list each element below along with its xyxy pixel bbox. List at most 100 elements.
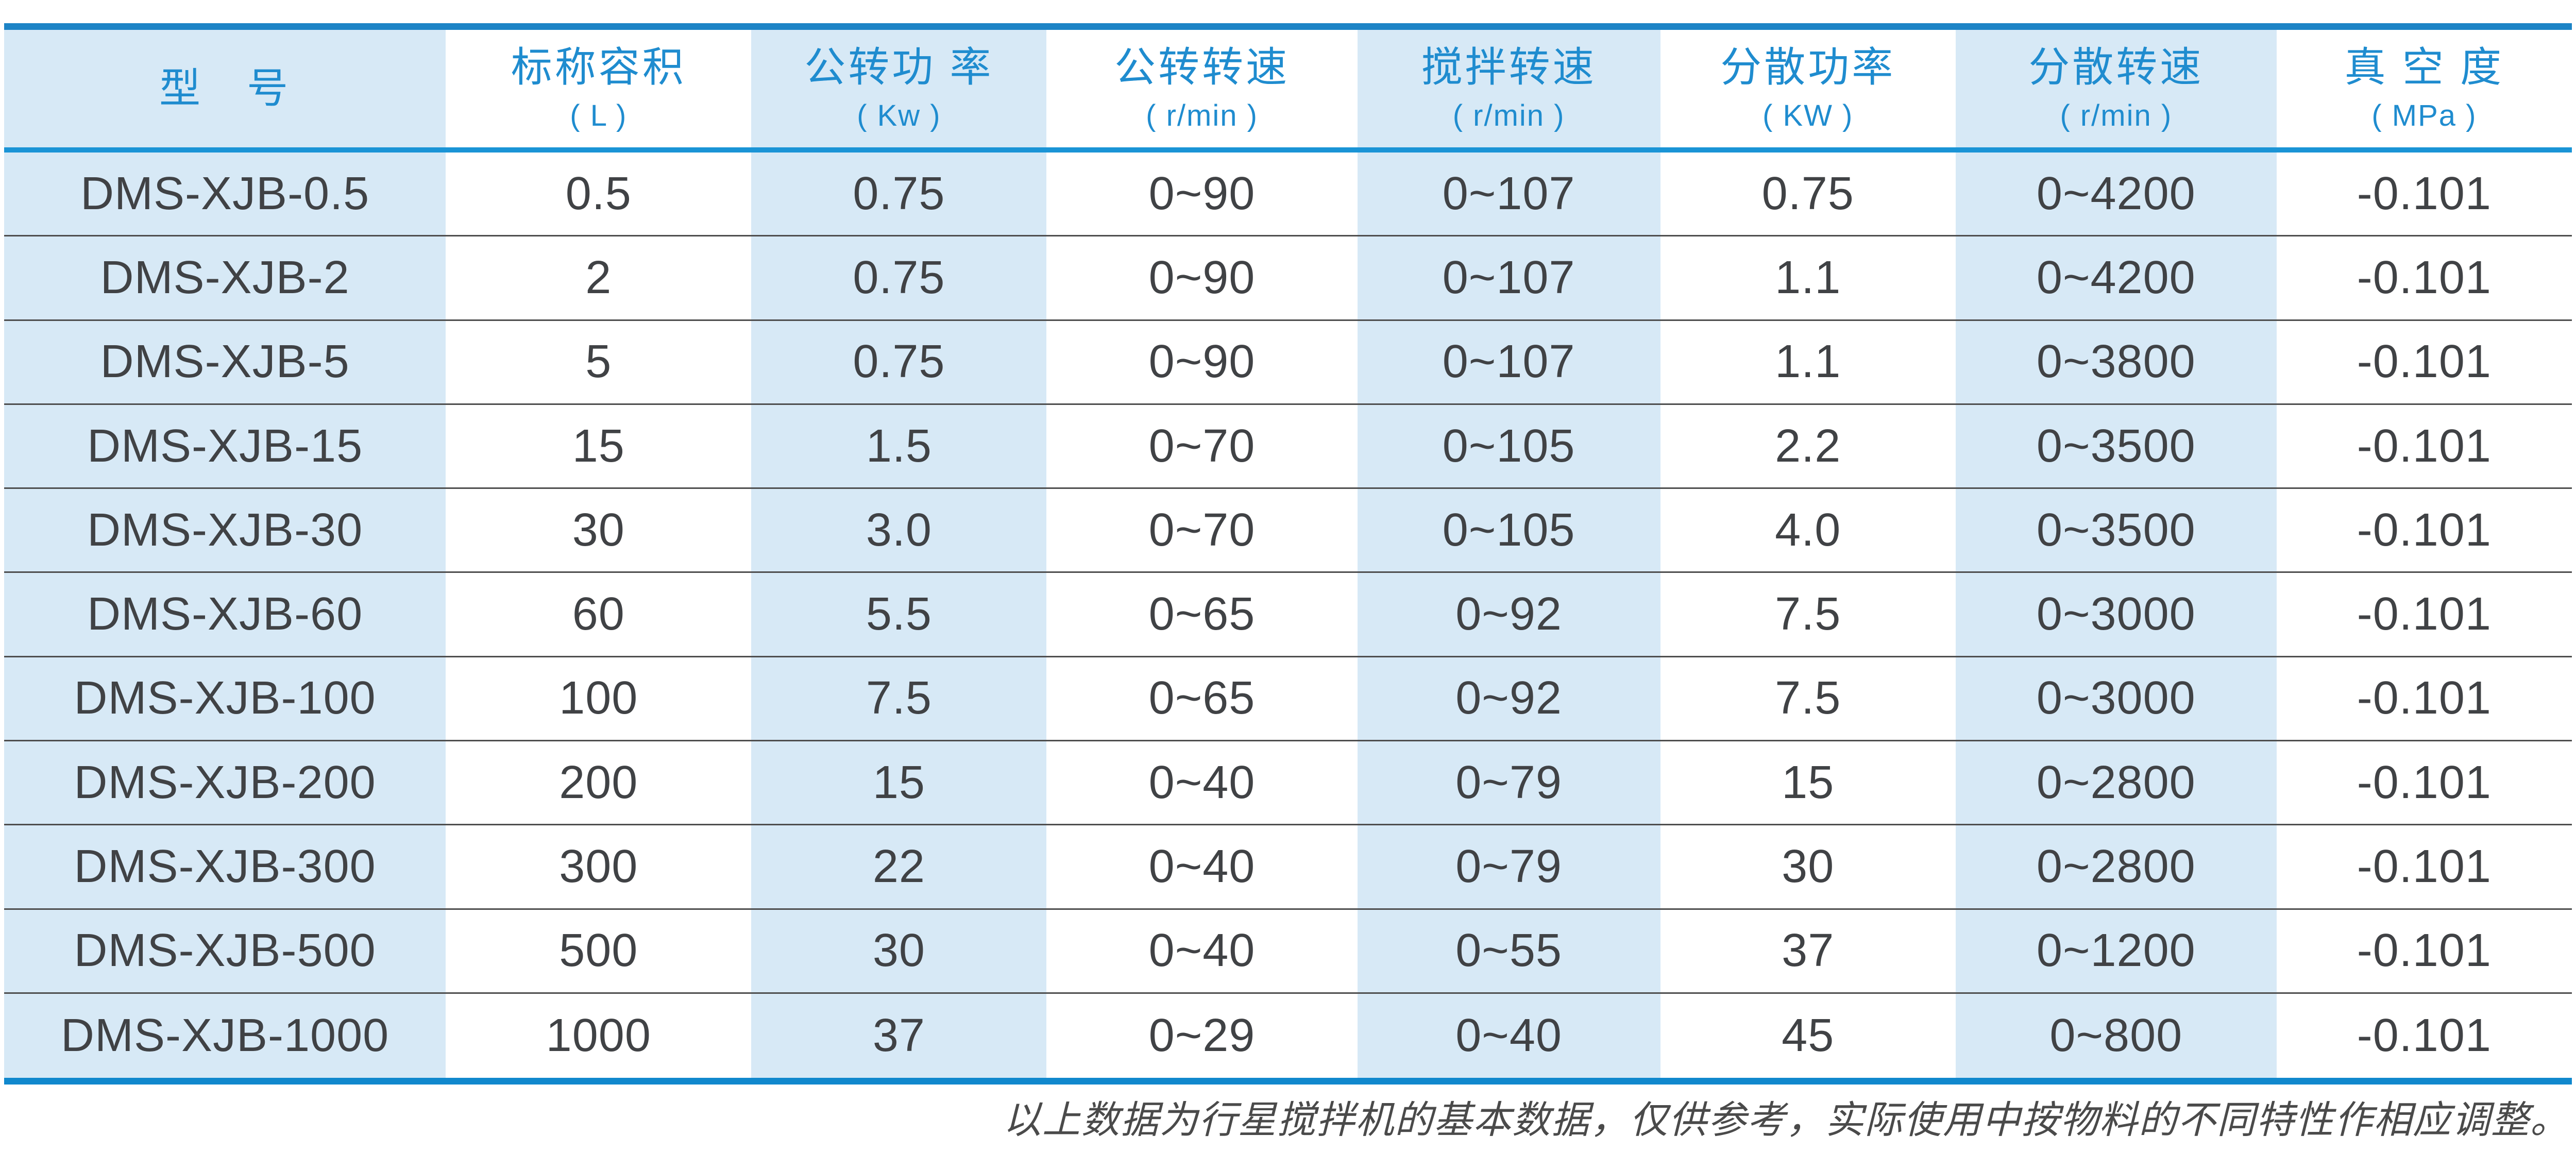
cell-dispersion-power: 1.1	[1775, 336, 1841, 388]
cell-revolution-speed: 0~70	[1148, 420, 1256, 472]
cell-dispersion-speed: 0~3000	[1955, 657, 2277, 740]
cell-model: DMS-XJB-1000	[4, 993, 446, 1078]
cell-stirring-speed: 0~79	[1357, 825, 1660, 908]
cell-nominal-volume: 300	[559, 841, 638, 893]
cell-dispersion-speed: 0~2800	[1955, 741, 2277, 824]
table-header-row: 型 号标称容积( L ) 公转功 率( Kw ) 公转转速( r/min ) 搅拌转速…	[4, 30, 2572, 147]
cell-dispersion-power: 30	[1782, 841, 1835, 893]
cell-nominal-volume: 0.5	[565, 167, 632, 219]
table-top-border	[4, 23, 2572, 30]
cell-vacuum-degree: -0.101	[2357, 420, 2492, 472]
table-bottom-border	[4, 1078, 2572, 1085]
cell-revolution-power: 0.75	[751, 320, 1047, 403]
cell-vacuum-degree: -0.101	[2357, 1010, 2492, 1062]
cell-model: DMS-XJB-500	[4, 909, 446, 992]
header-unit: ( r/min )	[1146, 99, 1258, 133]
cell-revolution-speed: 0~40	[1148, 756, 1256, 808]
header-unit: ( Kw )	[857, 99, 941, 133]
header-label: 标称容积	[511, 44, 686, 91]
cell-vacuum-degree: -0.101	[2357, 504, 2492, 556]
header-unit: ( r/min )	[1452, 99, 1565, 133]
table-row: DMS-XJB-0.5 0.5 0.75 0~90 0~107 0.75 0~4200 -0.…	[4, 153, 2572, 237]
cell-model: DMS-XJB-2	[4, 236, 446, 319]
cell-dispersion-power: 7.5	[1775, 672, 1841, 724]
cell-model: DMS-XJB-60	[4, 573, 446, 656]
cell-revolution-power: 30	[751, 909, 1047, 992]
cell-revolution-speed: 0~65	[1148, 672, 1256, 724]
cell-model: DMS-XJB-200	[4, 741, 446, 824]
cell-stirring-speed: 0~79	[1357, 741, 1660, 824]
table-row: DMS-XJB-200 200 15 0~40 0~79 15 0~2800 -0.101	[4, 741, 2572, 826]
cell-dispersion-power: 1.1	[1775, 251, 1841, 303]
cell-revolution-speed: 0~40	[1148, 841, 1256, 893]
header-unit: ( L )	[570, 99, 628, 133]
cell-revolution-speed: 0~40	[1148, 925, 1256, 977]
cell-revolution-power: 5.5	[751, 573, 1047, 656]
cell-dispersion-power: 45	[1782, 1010, 1835, 1062]
column-header-revolution-speed: 公转转速 ( r/min )	[1046, 30, 1357, 147]
cell-model: DMS-XJB-15	[4, 404, 446, 488]
cell-revolution-speed: 0~29	[1148, 1010, 1256, 1062]
cell-nominal-volume: 15	[572, 420, 625, 472]
cell-nominal-volume: 100	[559, 672, 638, 724]
cell-revolution-speed: 0~90	[1148, 251, 1256, 303]
header-label: 公转转速	[1114, 44, 1290, 91]
table-row: DMS-XJB-5 5 0.75 0~90 0~107 1.1 0~3800 -0.101	[4, 320, 2572, 405]
cell-stirring-speed: 0~55	[1357, 909, 1660, 992]
cell-stirring-speed: 0~40	[1357, 993, 1660, 1078]
cell-dispersion-speed: 0~3500	[1955, 404, 2277, 488]
cell-model: DMS-XJB-0.5	[4, 153, 446, 235]
cell-revolution-power: 15	[751, 741, 1047, 824]
table-row: DMS-XJB-15 15 1.5 0~70 0~105 2.2 0~3500 -0.101	[4, 404, 2572, 489]
cell-revolution-speed: 0~90	[1148, 167, 1256, 219]
header-label: 真 空 度	[2344, 44, 2504, 91]
cell-dispersion-speed: 0~800	[1955, 993, 2277, 1078]
cell-stirring-speed: 0~107	[1357, 153, 1660, 235]
cell-vacuum-degree: -0.101	[2357, 167, 2492, 219]
cell-vacuum-degree: -0.101	[2357, 756, 2492, 808]
cell-dispersion-speed: 0~3500	[1955, 489, 2277, 572]
column-header-stirring-speed: 搅拌转速 ( r/min )	[1357, 30, 1660, 147]
header-label: 搅拌转速	[1421, 44, 1597, 91]
cell-revolution-power: 1.5	[751, 404, 1047, 488]
cell-revolution-speed: 0~65	[1148, 588, 1256, 640]
table-row: DMS-XJB-300 300 22 0~40 0~79 30 0~2800 -0.101	[4, 825, 2572, 910]
header-label: 公转功 率	[804, 44, 994, 91]
cell-dispersion-speed: 0~4200	[1955, 153, 2277, 235]
cell-vacuum-degree: -0.101	[2357, 841, 2492, 893]
table-row: DMS-XJB-60 60 5.5 0~65 0~92 7.5 0~3000 -0.101	[4, 573, 2572, 657]
header-label: 型 号	[159, 65, 291, 111]
cell-dispersion-speed: 0~2800	[1955, 825, 2277, 908]
cell-dispersion-power: 15	[1782, 756, 1835, 808]
column-header-vacuum-degree: 真 空 度 ( MPa )	[2277, 30, 2572, 147]
cell-dispersion-power: 2.2	[1775, 420, 1841, 472]
cell-dispersion-speed: 0~3800	[1955, 320, 2277, 403]
header-label: 分散功率	[1720, 44, 1896, 91]
cell-revolution-power: 22	[751, 825, 1047, 908]
cell-model: DMS-XJB-5	[4, 320, 446, 403]
cell-nominal-volume: 500	[559, 925, 638, 977]
cell-model: DMS-XJB-300	[4, 825, 446, 908]
cell-stirring-speed: 0~105	[1357, 404, 1660, 488]
cell-vacuum-degree: -0.101	[2357, 672, 2492, 724]
cell-revolution-power: 3.0	[751, 489, 1047, 572]
cell-revolution-power: 7.5	[751, 657, 1047, 740]
cell-nominal-volume: 30	[572, 504, 625, 556]
table-row: DMS-XJB-1000 1000 37 0~29 0~40 45 0~800 -0.101	[4, 993, 2572, 1078]
footnote: 以上数据为行星搅拌机的基本数据，仅供参考，实际使用中按物料的不同特性作相应调整。	[1003, 1098, 2569, 1142]
cell-dispersion-speed: 0~4200	[1955, 236, 2277, 319]
cell-nominal-volume: 200	[559, 756, 638, 808]
cell-dispersion-power: 0.75	[1761, 167, 1854, 219]
table-row: DMS-XJB-2 2 0.75 0~90 0~107 1.1 0~4200 -0.101	[4, 236, 2572, 321]
header-label: 分散转速	[2028, 44, 2204, 91]
cell-dispersion-speed: 0~1200	[1955, 909, 2277, 992]
table-row: DMS-XJB-500 500 30 0~40 0~55 37 0~1200 -0.101	[4, 909, 2572, 994]
table-body: DMS-XJB-0.5 0.5 0.75 0~90 0~107 0.75 0~4200 -0.…	[4, 153, 2572, 1078]
cell-nominal-volume: 5	[585, 336, 612, 388]
header-unit: ( MPa )	[2371, 99, 2477, 133]
cell-stirring-speed: 0~92	[1357, 573, 1660, 656]
table-row: DMS-XJB-30 30 3.0 0~70 0~105 4.0 0~3500 -0.101	[4, 489, 2572, 573]
column-header-revolution-power: 公转功 率 ( Kw )	[751, 30, 1047, 147]
header-unit: ( r/min )	[2060, 99, 2173, 133]
cell-dispersion-power: 7.5	[1775, 588, 1841, 640]
